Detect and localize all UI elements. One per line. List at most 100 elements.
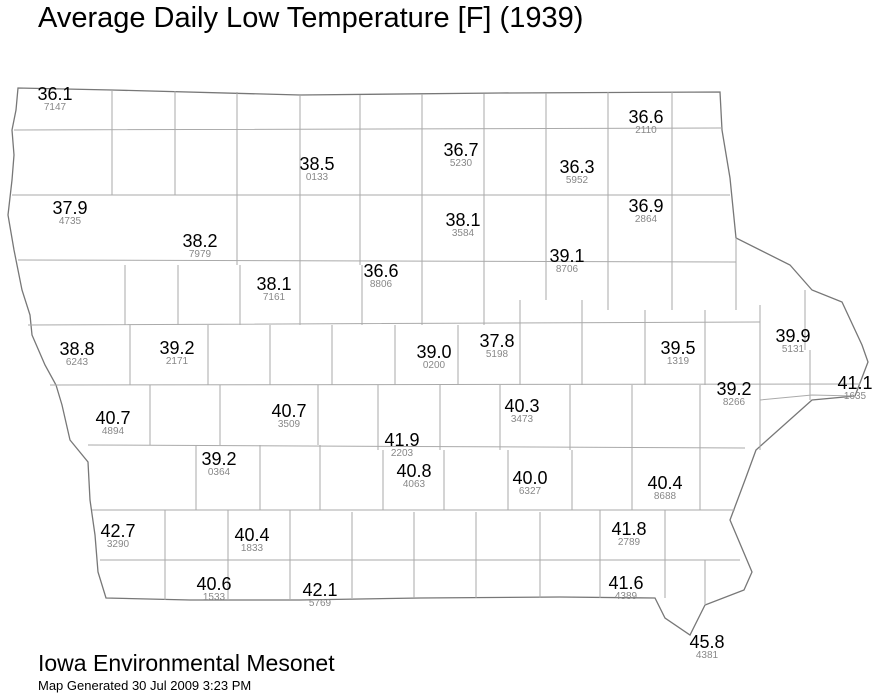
station-value: 41.9 [384, 430, 419, 450]
station-id: 3290 [107, 539, 130, 550]
station-id: 4063 [403, 479, 426, 490]
station-id: 7979 [189, 249, 212, 260]
station-value: 36.3 [559, 157, 594, 177]
station-id: 2864 [635, 214, 658, 225]
station-value: 38.2 [182, 231, 217, 251]
station-id: 4381 [696, 650, 719, 661]
state-outline [7, 87, 869, 636]
station-value: 41.6 [608, 573, 643, 593]
county-lines [12, 90, 861, 605]
station-id: 6243 [66, 357, 89, 368]
station-id: 2789 [618, 537, 641, 548]
station-value: 38.1 [256, 274, 291, 294]
station-id: 4389 [615, 591, 638, 602]
station-id: 8806 [370, 279, 393, 290]
station-value: 38.8 [59, 339, 94, 359]
station-value: 40.6 [196, 574, 231, 594]
station-id: 7147 [44, 102, 67, 113]
station-value: 36.6 [628, 107, 663, 127]
station-value: 36.1 [37, 84, 72, 104]
station-value: 39.2 [201, 449, 236, 469]
station-id: 7161 [263, 292, 286, 303]
station-id: 5769 [309, 598, 332, 609]
station-id: 2110 [635, 125, 657, 136]
station-value: 40.3 [504, 396, 539, 416]
station-value: 41.1 [837, 373, 872, 393]
station-value: 41.8 [611, 519, 646, 539]
station-id: 6327 [519, 486, 542, 497]
station-value: 36.6 [363, 261, 398, 281]
station-id: 1319 [667, 356, 690, 367]
station-value: 39.9 [775, 326, 810, 346]
station-value: 40.4 [234, 525, 269, 545]
station-id: 0133 [306, 172, 329, 183]
station-value: 39.5 [660, 338, 695, 358]
footer-organization: Iowa Environmental Mesonet [38, 650, 335, 676]
station-id: 5198 [486, 349, 509, 360]
station-value: 39.2 [159, 338, 194, 358]
station-value: 42.7 [100, 521, 135, 541]
station-value: 40.7 [271, 401, 306, 421]
station-id: 1635 [844, 391, 867, 402]
station-value: 39.0 [416, 342, 451, 362]
station-id: 4894 [102, 426, 125, 437]
map-title: Average Daily Low Temperature [F] (1939) [38, 2, 584, 34]
station-id: 3473 [511, 414, 534, 425]
station-value: 40.4 [647, 473, 682, 493]
station-value: 36.7 [443, 140, 478, 160]
station-id: 3584 [452, 228, 475, 239]
station-value: 40.8 [396, 461, 431, 481]
station-id: 1833 [241, 543, 264, 554]
station-value: 38.1 [445, 210, 480, 230]
station-id: 8688 [654, 491, 677, 502]
station-value: 36.9 [628, 196, 663, 216]
station-id: 1533 [203, 592, 226, 603]
station-id: 5131 [782, 344, 805, 355]
station-id: 0364 [208, 467, 231, 478]
station-value: 39.2 [716, 379, 751, 399]
station-id: 3509 [278, 419, 301, 430]
station-id: 8706 [556, 264, 579, 275]
station-value: 45.8 [689, 632, 724, 652]
station-id: 5230 [450, 158, 473, 169]
station-value: 38.5 [299, 154, 334, 174]
station-value: 40.0 [512, 468, 547, 488]
footer-generated: Map Generated 30 Jul 2009 3:23 PM [38, 678, 252, 693]
station-value: 40.7 [95, 408, 130, 428]
station-id: 2171 [166, 356, 189, 367]
station-id: 2203 [391, 448, 414, 459]
